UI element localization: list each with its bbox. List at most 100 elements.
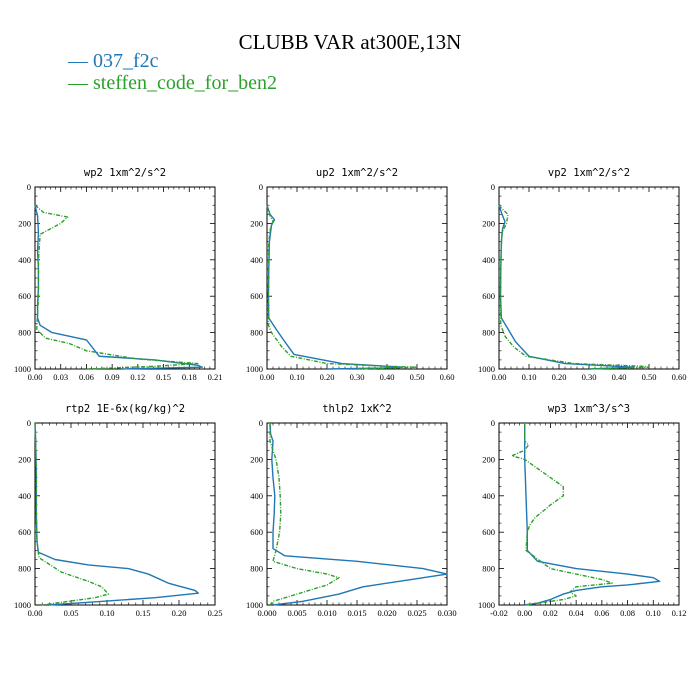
x-tick-label: 0.18: [182, 372, 197, 382]
x-tick-label: 0.03: [53, 372, 68, 382]
y-tick-label: 200: [482, 454, 495, 464]
y-tick-label: 0: [259, 182, 263, 192]
y-tick-label: 400: [18, 255, 31, 265]
x-tick-label: 0.00: [492, 372, 507, 382]
y-tick-label: 400: [18, 491, 31, 501]
legend-label: 037_f2c: [93, 50, 159, 72]
y-tick-label: 200: [250, 218, 263, 228]
y-tick-label: 400: [482, 491, 495, 501]
y-tick-label: 800: [482, 564, 495, 574]
x-tick-label: 0.10: [100, 608, 115, 618]
y-tick-label: 400: [250, 491, 263, 501]
x-tick-label: 0.50: [642, 372, 657, 382]
panel-3: vp2 1xm^2/s^2 0.00 0.10 0.20 0.30 0.40 0.50 0.6…: [478, 167, 686, 382]
x-tick-label: 0.60: [440, 372, 455, 382]
x-tick-label: 0.10: [290, 372, 305, 382]
x-tick-label: 0.40: [612, 372, 627, 382]
series-line-1: [34, 422, 200, 606]
y-tick-label: 600: [18, 291, 31, 301]
series-line-1: [524, 423, 661, 606]
y-tick-label: 600: [482, 527, 495, 537]
x-tick-label: 0.15: [136, 608, 151, 618]
y-tick-label: 800: [250, 564, 263, 574]
x-tick-label: 0.05: [64, 608, 79, 618]
y-tick-label: 1000: [478, 364, 495, 374]
y-tick-label: 400: [482, 255, 495, 265]
x-tick-label: 0.12: [672, 608, 687, 618]
panel-4: rtp2 1E-6x(kg/kg)^2 0.00 0.05 0.10 0.15 0.20 0…: [14, 403, 222, 618]
panel-title: wp3 1xm^3/s^3: [548, 403, 630, 415]
x-tick-label: 0.06: [594, 608, 609, 618]
series-line-2: [269, 423, 340, 606]
series-line-2: [266, 205, 418, 370]
x-tick-label: 0.005: [287, 608, 306, 618]
series-line-2: [511, 423, 613, 606]
panel-5: thlp2 1xK^2 0.000 0.005 0.010 0.015 0.020 0.02…: [246, 403, 457, 618]
panel-1: wp2 1xm^2/s^2 0.00 0.03 0.06 0.09 0.12 0.15 0.1…: [14, 167, 222, 382]
y-tick-label: 0: [491, 182, 495, 192]
panel-title: thlp2 1xK^2: [322, 403, 392, 415]
y-tick-label: 800: [250, 328, 263, 338]
y-tick-label: 1000: [246, 364, 263, 374]
x-tick-label: 0.000: [257, 608, 276, 618]
x-tick-label: 0.12: [130, 372, 145, 382]
x-tick-label: 0.09: [105, 372, 120, 382]
figure-title: CLUBB VAR at300E,13N: [238, 30, 462, 54]
panel-title: wp2 1xm^2/s^2: [84, 167, 166, 179]
series-line-1: [34, 205, 203, 370]
x-tick-label: 0.00: [28, 372, 43, 382]
x-tick-label: 0.015: [347, 608, 366, 618]
x-tick-label: -0.02: [490, 608, 508, 618]
panel-title: rtp2 1E-6x(kg/kg)^2: [65, 403, 185, 415]
x-tick-label: 0.030: [437, 608, 456, 618]
x-tick-label: 0.50: [410, 372, 425, 382]
series-line-1: [498, 204, 635, 370]
x-tick-label: 0.00: [517, 608, 532, 618]
x-tick-label: 0.30: [350, 372, 365, 382]
y-tick-label: 800: [18, 328, 31, 338]
x-tick-label: 0.025: [407, 608, 426, 618]
x-tick-label: 0.20: [552, 372, 567, 382]
plot-frame: [498, 186, 680, 370]
y-tick-label: 600: [250, 291, 263, 301]
series-line-2: [498, 204, 650, 370]
y-tick-label: 800: [18, 564, 31, 574]
series-line-1: [269, 422, 448, 606]
y-tick-label: 200: [250, 454, 263, 464]
x-tick-label: 0.20: [320, 372, 335, 382]
plot-frame: [34, 422, 216, 606]
panel-6: wp3 1xm^3/s^3 -0.02 0.00 0.02 0.04 0.06 0.08 0.…: [478, 403, 686, 618]
y-tick-label: 800: [482, 328, 495, 338]
panel-title: vp2 1xm^2/s^2: [548, 167, 630, 179]
y-tick-label: 1000: [478, 600, 495, 610]
x-tick-label: 0.02: [543, 608, 558, 618]
y-tick-label: 0: [27, 418, 31, 428]
x-tick-label: 0.00: [260, 372, 275, 382]
x-tick-label: 0.40: [380, 372, 395, 382]
x-tick-label: 0.20: [172, 608, 187, 618]
x-tick-label: 0.10: [522, 372, 537, 382]
x-tick-label: 0.60: [672, 372, 687, 382]
y-tick-label: 600: [250, 527, 263, 537]
x-tick-label: 0.30: [582, 372, 597, 382]
x-tick-label: 0.25: [208, 608, 223, 618]
y-tick-label: 1000: [14, 600, 31, 610]
y-tick-label: 1000: [246, 600, 263, 610]
x-tick-label: 0.15: [156, 372, 171, 382]
y-tick-label: 600: [18, 527, 31, 537]
plot-frame: [266, 186, 448, 370]
legend-entry-series-2: — steffen_code_for_ben2: [68, 72, 277, 95]
series-line-1: [266, 204, 403, 370]
panel-title: up2 1xm^2/s^2: [316, 167, 398, 179]
y-tick-label: 0: [27, 182, 31, 192]
x-tick-label: 0.06: [79, 372, 94, 382]
y-tick-label: 200: [18, 218, 31, 228]
y-tick-label: 0: [491, 418, 495, 428]
legend-line-icon: —: [68, 50, 88, 72]
x-tick-label: 0.04: [569, 608, 585, 618]
y-tick-label: 400: [250, 255, 263, 265]
x-tick-label: 0.08: [620, 608, 635, 618]
series-line-2: [34, 422, 110, 606]
y-tick-label: 200: [18, 454, 31, 464]
